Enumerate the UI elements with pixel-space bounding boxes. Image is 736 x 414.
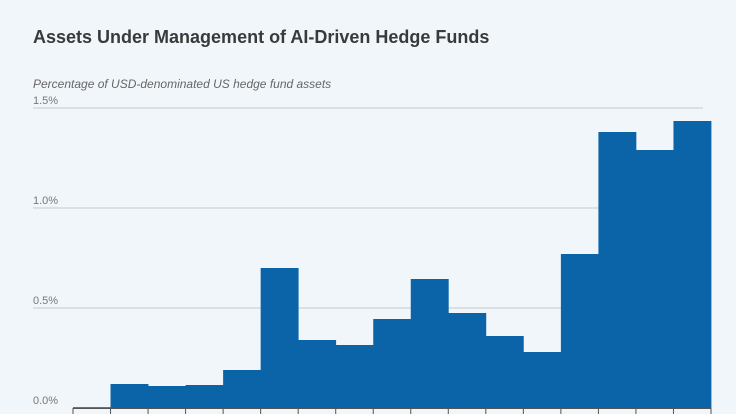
- bar: [298, 340, 337, 408]
- bar: [523, 352, 562, 408]
- bars: [73, 121, 712, 408]
- bar: [635, 150, 674, 408]
- bar: [335, 345, 374, 408]
- y-tick-label: 1.5%: [33, 95, 58, 107]
- bar: [110, 384, 149, 408]
- y-tick-label: 1.0%: [33, 195, 58, 207]
- y-tick-label: 0.0%: [33, 395, 58, 407]
- y-tick-label: 0.5%: [33, 295, 58, 307]
- bar: [223, 370, 262, 408]
- bar: [260, 268, 299, 408]
- bar: [448, 313, 487, 408]
- bar: [185, 385, 224, 408]
- bar: [598, 132, 637, 408]
- y-tick-labels: 0.0% 0.5% 1.0% 1.5%: [33, 95, 58, 407]
- bar: [485, 336, 524, 408]
- bar: [148, 386, 186, 408]
- x-axis: [72, 408, 712, 414]
- bar: [73, 407, 111, 408]
- bar: [560, 254, 599, 408]
- bar: [673, 121, 712, 408]
- bar: [410, 279, 449, 408]
- chart-subtitle: Percentage of USD-denominated US hedge f…: [33, 77, 332, 91]
- chart-title: Assets Under Management of AI-Driven Hed…: [33, 27, 490, 47]
- bar: [373, 319, 412, 408]
